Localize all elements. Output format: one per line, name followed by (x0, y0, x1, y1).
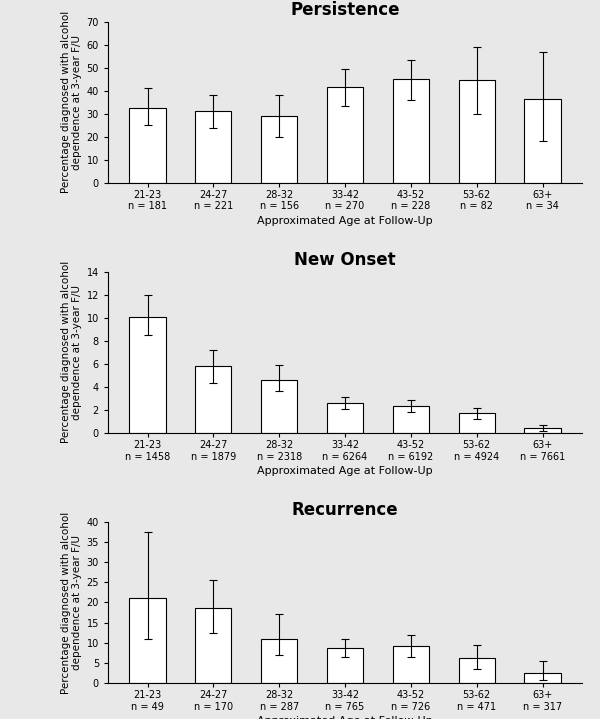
Title: Persistence: Persistence (290, 1, 400, 19)
Bar (130, 598, 166, 683)
Title: New Onset: New Onset (294, 251, 396, 269)
Bar (327, 648, 363, 683)
Bar (458, 81, 495, 183)
Bar (130, 316, 166, 433)
Bar (524, 99, 560, 183)
Bar (261, 116, 297, 183)
Bar (458, 413, 495, 433)
Bar (261, 380, 297, 433)
X-axis label: Approximated Age at Follow-Up: Approximated Age at Follow-Up (257, 715, 433, 719)
Title: Recurrence: Recurrence (292, 500, 398, 519)
Bar (327, 403, 363, 433)
Bar (195, 111, 232, 183)
Y-axis label: Percentage diagnosed with alcohol
dependence at 3-year F/U: Percentage diagnosed with alcohol depend… (61, 511, 82, 694)
Bar (393, 406, 429, 433)
Bar (195, 608, 232, 683)
Bar (261, 638, 297, 683)
Bar (195, 366, 232, 433)
Bar (524, 673, 560, 683)
X-axis label: Approximated Age at Follow-Up: Approximated Age at Follow-Up (257, 216, 433, 226)
Y-axis label: Percentage diagnosed with alcohol
dependence at 3-year F/U: Percentage diagnosed with alcohol depend… (61, 261, 82, 444)
Bar (130, 108, 166, 183)
Bar (393, 646, 429, 683)
Y-axis label: Percentage diagnosed with alcohol
dependence at 3-year F/U: Percentage diagnosed with alcohol depend… (61, 11, 82, 193)
Bar (393, 79, 429, 183)
X-axis label: Approximated Age at Follow-Up: Approximated Age at Follow-Up (257, 466, 433, 476)
Bar (458, 658, 495, 683)
Bar (524, 428, 560, 433)
Bar (327, 87, 363, 183)
